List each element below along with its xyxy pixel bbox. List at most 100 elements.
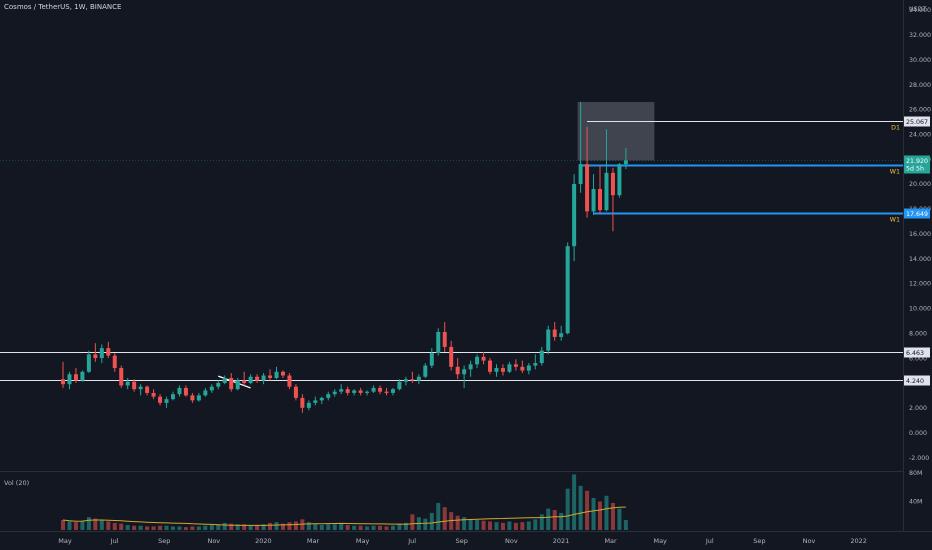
volume-bar bbox=[287, 522, 292, 530]
volume-bar bbox=[145, 526, 150, 530]
candle-body bbox=[371, 387, 376, 392]
candle-body bbox=[242, 380, 247, 383]
volume-bar bbox=[313, 524, 318, 530]
candle-body bbox=[455, 366, 460, 375]
volume-bar bbox=[533, 519, 538, 530]
price-level-badge bbox=[904, 375, 930, 386]
price-level-badge-text: 4.240 bbox=[906, 378, 924, 385]
volume-bar bbox=[326, 524, 331, 530]
volume-bar bbox=[481, 520, 486, 530]
symbol-name[interactable]: Cosmos / TetherUS bbox=[4, 3, 70, 11]
volume-bar bbox=[339, 523, 344, 530]
candle-body bbox=[119, 368, 124, 386]
current-price-badge bbox=[904, 155, 930, 174]
volume-bar bbox=[300, 519, 305, 530]
price-tick-label: 10.000 bbox=[909, 306, 931, 313]
candle-body bbox=[332, 391, 337, 395]
volume-bar bbox=[158, 525, 163, 530]
volume-bar bbox=[268, 522, 273, 530]
volume-indicator-label[interactable]: Vol (20) bbox=[4, 479, 30, 487]
price-tick-label: 0.000 bbox=[909, 430, 927, 437]
grid-lines bbox=[0, 0, 932, 532]
volume-bar bbox=[384, 526, 389, 530]
volume-bar bbox=[559, 512, 564, 530]
candle-body bbox=[229, 377, 234, 390]
candle-body bbox=[151, 392, 156, 397]
price-tick-label: -2.000 bbox=[909, 455, 929, 462]
volume-tick-label: 80M bbox=[909, 470, 922, 477]
level-tag: W1 bbox=[890, 169, 900, 176]
price-level-badge-text: 25.067 bbox=[906, 119, 928, 126]
volume-bar bbox=[494, 522, 499, 530]
candle-body bbox=[274, 371, 279, 378]
candle-body bbox=[623, 160, 628, 165]
price-axis[interactable]: -2.0000.0002.0004.0006.0008.00010.00012.… bbox=[909, 6, 931, 506]
price-tick-label: 12.000 bbox=[909, 281, 931, 288]
volume-bar bbox=[274, 522, 279, 530]
candle-body bbox=[365, 391, 370, 393]
candle-body bbox=[313, 400, 318, 403]
volume-bar bbox=[585, 490, 590, 530]
candle-body bbox=[67, 374, 72, 385]
volume-bar bbox=[539, 514, 544, 530]
candle-body bbox=[306, 402, 311, 408]
time-tick-label: May bbox=[356, 537, 370, 545]
time-tick-label: Nov bbox=[505, 537, 518, 545]
candle-body bbox=[397, 381, 402, 390]
volume-bar bbox=[216, 524, 221, 530]
time-tick-label: Mar bbox=[307, 537, 320, 545]
volume-bar bbox=[319, 525, 324, 530]
volume-bar bbox=[423, 518, 428, 530]
candle-body bbox=[403, 379, 408, 382]
current-price-text: 21.920 bbox=[906, 158, 928, 165]
chart-header: Cosmos / TetherUS, 1W, BINANCE bbox=[4, 3, 121, 11]
time-tick-label: Sep bbox=[753, 537, 765, 545]
price-tick-label: 24.000 bbox=[909, 131, 931, 138]
candle-body bbox=[520, 366, 525, 371]
volume-bar bbox=[378, 525, 383, 530]
time-axis[interactable]: May Jul Sep Nov 2020 Mar May Jul Sep Nov 2021 Mar Ma… bbox=[58, 537, 867, 545]
volume-bar bbox=[125, 525, 130, 530]
volume-bar bbox=[526, 521, 531, 530]
price-tick-label: 26.000 bbox=[909, 107, 931, 114]
candle-body bbox=[604, 172, 609, 211]
candle-body bbox=[158, 396, 163, 403]
time-tick-label: Jul bbox=[110, 537, 119, 545]
candle-body bbox=[384, 391, 389, 393]
volume-bar bbox=[222, 522, 227, 530]
countdown-text: 5d 5h bbox=[906, 166, 924, 173]
candle-body bbox=[248, 376, 253, 383]
interval-label[interactable]: 1W bbox=[74, 3, 86, 11]
price-tick-label: 34.000 bbox=[909, 7, 931, 14]
price-tick-label: 30.000 bbox=[909, 57, 931, 64]
volume-bar bbox=[513, 522, 518, 530]
candle-body bbox=[578, 164, 583, 185]
candle-body bbox=[326, 394, 331, 398]
candle-series bbox=[61, 101, 628, 413]
candle-body bbox=[462, 369, 467, 375]
highlight-zone bbox=[577, 101, 655, 161]
candle-body bbox=[235, 380, 240, 390]
volume-bar bbox=[610, 502, 615, 530]
candle-body bbox=[488, 360, 493, 372]
candle-body bbox=[539, 350, 544, 364]
volume-bar bbox=[93, 518, 98, 530]
volume-bar bbox=[73, 522, 78, 530]
candle-body bbox=[222, 377, 227, 383]
volume-tick-label: 40M bbox=[909, 499, 922, 506]
price-tick-label: 14.000 bbox=[909, 256, 931, 263]
candle-body bbox=[300, 397, 305, 408]
candle-body bbox=[177, 387, 182, 395]
volume-bar bbox=[507, 521, 512, 530]
candle-body bbox=[61, 379, 65, 385]
volume-ma-line bbox=[62, 506, 626, 526]
candle-body bbox=[293, 386, 298, 398]
price-tick-label: 2.000 bbox=[909, 405, 927, 412]
candle-body bbox=[209, 386, 214, 391]
header-separator: , bbox=[85, 3, 90, 11]
volume-bar bbox=[365, 526, 370, 530]
candle-body bbox=[203, 390, 208, 396]
volume-bar bbox=[591, 497, 596, 530]
volume-bar bbox=[410, 514, 415, 530]
